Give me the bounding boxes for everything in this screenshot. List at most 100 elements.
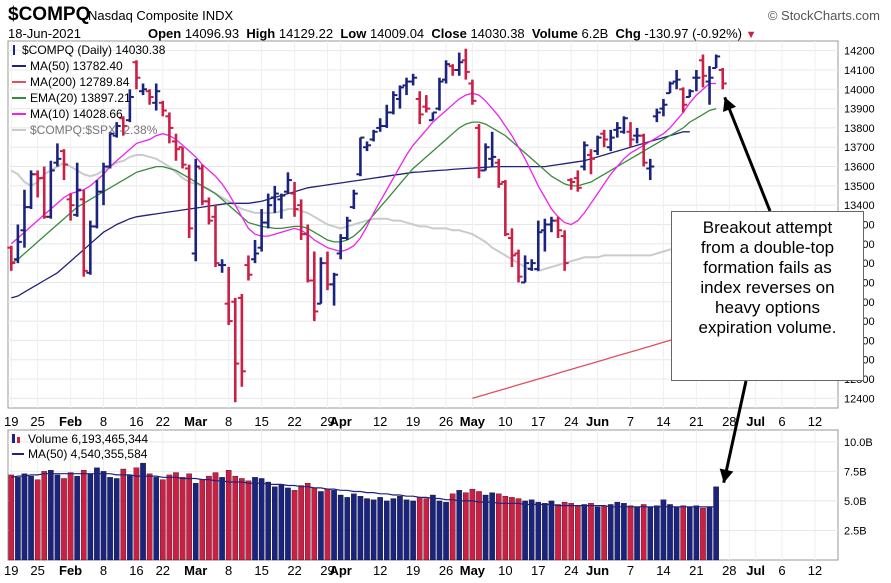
- x-tick-label-bottom: 6: [778, 563, 785, 578]
- volume-bar: [502, 496, 509, 561]
- price-bar: [586, 149, 595, 175]
- volume-bar: [495, 493, 502, 561]
- brand-logo[interactable]: © StockCharts.com: [767, 8, 880, 23]
- price-bar: [244, 255, 253, 281]
- volume-bar: [225, 470, 232, 561]
- x-tick-label-bottom: Apr: [329, 563, 351, 578]
- x-tick-label: 21: [689, 414, 703, 429]
- ema20-line: [10, 107, 717, 264]
- price-bar: [53, 143, 62, 167]
- volume-bar: [469, 488, 476, 561]
- volume-bar: [410, 500, 416, 561]
- price-bar: [349, 189, 358, 210]
- price-bar: [554, 216, 563, 239]
- volume-bar: [423, 498, 430, 561]
- volume-tick-label: 5.0B: [844, 496, 867, 508]
- volume-bar: [364, 498, 370, 561]
- legend-entry-ma10: MA(10) 14028.66: [30, 107, 123, 121]
- price-bar: [685, 89, 694, 99]
- price-bar: [698, 54, 707, 88]
- price-tick-label: 12400: [844, 393, 875, 405]
- price-bar: [455, 52, 464, 76]
- x-tick-label-bottom: 21: [689, 563, 703, 578]
- arrow-head: [719, 468, 734, 483]
- price-bar: [639, 133, 648, 167]
- volume-bar: [160, 479, 166, 561]
- volume-bar: [298, 485, 304, 561]
- chart-header: $COMPQ Nasdaq Composite INDX © StockChar…: [8, 2, 888, 42]
- price-bar: [112, 122, 121, 138]
- volume-bar: [107, 477, 113, 561]
- price-bar: [613, 122, 622, 138]
- x-tick-label-bottom: 10: [498, 563, 512, 578]
- volume-bar: [344, 497, 351, 561]
- annotation-line: formation fails as: [703, 258, 832, 277]
- price-bar: [59, 149, 68, 181]
- price-tick-label: 13700: [844, 142, 875, 154]
- volume-bar: [548, 500, 555, 561]
- volume-bar: [673, 506, 680, 561]
- x-tick-label: 26: [439, 414, 453, 429]
- volume-bar: [232, 475, 239, 561]
- x-tick-label-bottom: 12: [373, 563, 387, 578]
- volume-tick-label: 10.0B: [844, 437, 873, 449]
- price-bar: [395, 85, 404, 109]
- volume-panel: 2.5B 5.0B 7.5B 10.0B Volume 6,193,465,344MA(…: [7, 429, 873, 561]
- legend-entry-ema20: EMA(20) 13897.21: [30, 91, 131, 105]
- x-tick-label: 22: [156, 414, 170, 429]
- x-tick-label: 22: [287, 414, 301, 429]
- x-tick-label-bottom: May: [460, 563, 486, 578]
- volume-bar: [245, 480, 252, 561]
- ratio-line: [10, 154, 717, 272]
- price-bar: [652, 108, 661, 123]
- price-bar: [165, 112, 174, 144]
- annotation-arrows: [719, 96, 772, 484]
- volume-bar: [640, 504, 647, 561]
- price-bar: [428, 111, 437, 122]
- volume-bar: [522, 500, 528, 561]
- price-bar: [422, 95, 431, 113]
- price-tick-label: 14000: [844, 84, 875, 96]
- price-bar: [251, 239, 260, 264]
- price-bar: [692, 69, 701, 92]
- price-bar: [139, 83, 148, 96]
- annotation-line: heavy options: [715, 298, 820, 317]
- volume-value: 6.2B: [581, 26, 609, 41]
- volume-bar: [443, 501, 449, 561]
- price-bar: [270, 185, 279, 213]
- x-tick-label: 12: [808, 414, 822, 429]
- x-tick-label-bottom: 22: [287, 563, 301, 578]
- volume-bar: [41, 471, 48, 561]
- volume-bar: [588, 503, 594, 561]
- volume-bar: [153, 477, 159, 561]
- volume-bar: [449, 493, 456, 561]
- x-tick-label-bottom: Mar: [184, 563, 207, 578]
- volume-bar: [285, 487, 291, 561]
- x-tick-label: 25: [30, 414, 44, 429]
- x-tick-label: 10: [498, 414, 512, 429]
- price-bar: [185, 164, 194, 239]
- volume-bar: [291, 490, 298, 561]
- volume-bar: [133, 467, 140, 561]
- x-tick-label: 19: [4, 414, 18, 429]
- volume-bar: [528, 499, 535, 561]
- volume-legend-entry: Volume 6,193,465,344: [28, 432, 148, 446]
- volume-bar: [351, 493, 357, 561]
- price-bar: [73, 162, 82, 217]
- volume-bar: [535, 501, 542, 561]
- price-bar: [672, 69, 681, 90]
- volume-bar: [173, 472, 179, 561]
- price-bar: [567, 178, 576, 190]
- annotation-line: from a double-top: [700, 238, 835, 257]
- price-bar: [145, 89, 154, 105]
- x-tick-label-bottom: Jul: [746, 563, 765, 578]
- price-bar: [494, 158, 503, 188]
- ma10-line: [10, 82, 717, 253]
- x-tick-label: Jun: [586, 414, 609, 429]
- price-bar: [580, 141, 589, 171]
- x-tick-label-bottom: 29: [320, 563, 334, 578]
- volume-bar: [634, 506, 640, 561]
- x-tick-label-bottom: 19: [4, 563, 18, 578]
- volume-legend-icon: [17, 437, 20, 443]
- x-tick-label: Feb: [59, 414, 82, 429]
